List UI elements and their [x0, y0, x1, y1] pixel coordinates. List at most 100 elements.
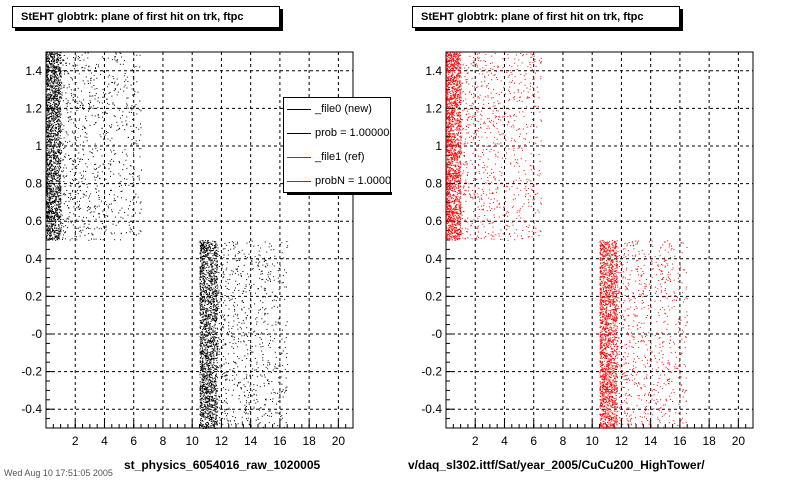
- data-point: [253, 331, 255, 333]
- data-point: [54, 141, 55, 143]
- data-point: [50, 181, 52, 183]
- data-point: [48, 238, 50, 240]
- data-point: [234, 336, 236, 338]
- data-point: [57, 187, 59, 189]
- data-point: [78, 73, 80, 75]
- data-point: [85, 76, 87, 78]
- data-point: [232, 375, 234, 376]
- x-tick-label: 8: [160, 434, 167, 448]
- data-point: [72, 160, 74, 162]
- data-point: [264, 385, 265, 387]
- data-point: [200, 386, 202, 387]
- data-point: [203, 385, 205, 387]
- data-point: [76, 110, 78, 112]
- data-point: [211, 340, 213, 342]
- data-point: [203, 268, 204, 270]
- data-point: [53, 175, 55, 177]
- data-point: [59, 52, 61, 53]
- data-point: [47, 107, 49, 109]
- data-point: [65, 92, 67, 94]
- data-point: [239, 401, 241, 403]
- data-point: [247, 413, 249, 415]
- data-point: [205, 380, 207, 382]
- data-point: [238, 333, 240, 335]
- data-point: [199, 363, 201, 365]
- data-point: [209, 418, 210, 420]
- data-point: [86, 120, 88, 122]
- left-title-shadow: [15, 28, 283, 31]
- data-point: [241, 422, 243, 424]
- data-point: [74, 158, 76, 160]
- data-point: [201, 353, 203, 355]
- data-point: [208, 327, 210, 329]
- data-point: [201, 356, 202, 358]
- data-point: [220, 390, 222, 392]
- data-point: [199, 300, 201, 302]
- data-point: [73, 213, 75, 215]
- data-point: [46, 166, 48, 168]
- data-point: [48, 134, 50, 136]
- data-point: [215, 368, 217, 370]
- data-point: [229, 278, 231, 280]
- data-point: [140, 201, 142, 203]
- data-point: [50, 151, 52, 153]
- data-point: [57, 106, 58, 108]
- data-point: [59, 107, 60, 109]
- data-point: [205, 423, 207, 425]
- data-point: [216, 277, 218, 279]
- data-point: [222, 347, 224, 349]
- data-point: [56, 62, 58, 64]
- data-point: [49, 225, 51, 227]
- data-point: [52, 110, 54, 112]
- data-point: [55, 103, 57, 105]
- data-point: [139, 100, 141, 102]
- data-point: [224, 408, 226, 410]
- data-point: [206, 354, 208, 356]
- data-point: [46, 149, 48, 151]
- data-point: [132, 173, 133, 175]
- data-point: [84, 178, 86, 180]
- data-point: [49, 200, 51, 202]
- data-point: [53, 144, 55, 146]
- data-point: [260, 338, 262, 340]
- data-point: [214, 423, 216, 425]
- data-point: [251, 260, 253, 262]
- data-point: [202, 351, 204, 353]
- data-point: [53, 191, 55, 193]
- data-point: [206, 392, 208, 394]
- data-point: [53, 153, 55, 155]
- data-point: [265, 260, 267, 262]
- data-point: [55, 199, 57, 201]
- data-point: [113, 149, 115, 151]
- data-point: [117, 128, 119, 130]
- data-point: [200, 420, 202, 422]
- data-point: [215, 405, 217, 407]
- data-point: [55, 67, 56, 69]
- data-point: [216, 260, 218, 262]
- data-point: [92, 234, 94, 236]
- data-point: [270, 336, 271, 338]
- data-point: [56, 208, 57, 209]
- data-point: [63, 100, 64, 102]
- data-point: [54, 73, 55, 75]
- data-point: [56, 163, 58, 165]
- data-point: [50, 56, 51, 58]
- data-point: [211, 279, 213, 280]
- data-point: [211, 260, 213, 262]
- data-point: [54, 175, 55, 177]
- data-point: [212, 423, 214, 425]
- data-point: [83, 226, 85, 228]
- data-point: [49, 146, 51, 148]
- data-point: [59, 113, 61, 115]
- data-point: [212, 355, 214, 357]
- data-point: [234, 306, 236, 308]
- data-point: [49, 140, 51, 142]
- data-point: [55, 152, 57, 154]
- data-point: [213, 364, 215, 366]
- data-point: [285, 272, 287, 274]
- data-point: [205, 379, 207, 381]
- data-point: [116, 121, 118, 123]
- data-point: [236, 268, 238, 270]
- data-point: [201, 399, 203, 401]
- data-point: [77, 227, 79, 229]
